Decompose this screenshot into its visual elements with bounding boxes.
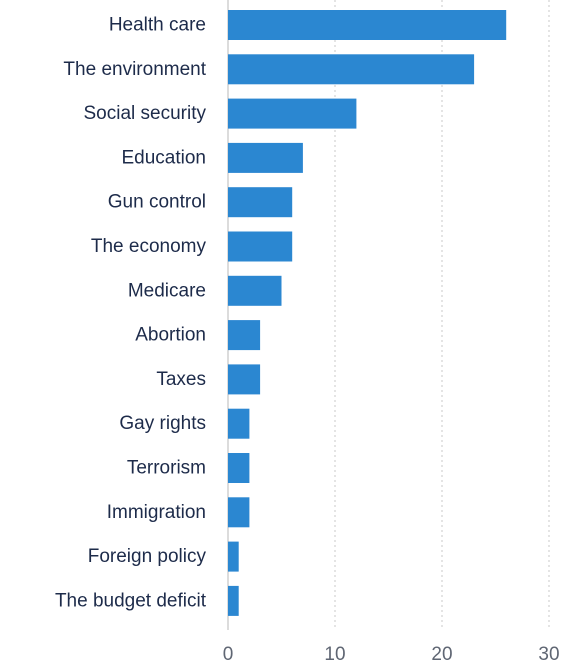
category-label-the-economy: The economy — [91, 236, 207, 257]
category-label-the-environment: The environment — [63, 59, 206, 80]
bar-education — [228, 142, 303, 173]
bar-medicare — [228, 275, 282, 306]
bar-the-environment — [228, 54, 475, 85]
bars — [228, 10, 507, 616]
bar-abortion — [228, 320, 261, 351]
category-label-terrorism: Terrorism — [127, 458, 206, 479]
category-label-foreign-policy: Foreign policy — [88, 546, 207, 567]
category-label-gun-control: Gun control — [108, 192, 206, 213]
category-label-the-budget-deficit: The budget deficit — [55, 590, 207, 611]
category-labels: Health care The environment Social securit… — [55, 15, 207, 612]
x-tick-label: 30 — [538, 644, 559, 664]
category-label-social-security: Social security — [84, 103, 207, 124]
bar-foreign-policy — [228, 541, 239, 572]
bar-social-security — [228, 98, 357, 129]
category-label-education: Education — [121, 147, 206, 168]
category-label-abortion: Abortion — [135, 325, 206, 346]
bar-health-care — [228, 10, 507, 40]
category-label-taxes: Taxes — [156, 369, 206, 390]
bar-gay-rights — [228, 408, 250, 439]
gridlines — [227, 0, 550, 630]
bar-immigration — [228, 497, 250, 528]
bar-taxes — [228, 364, 261, 395]
category-label-gay-rights: Gay rights — [119, 413, 206, 434]
x-tick-label: 0 — [223, 644, 234, 664]
category-label-health-care: Health care — [109, 15, 206, 36]
category-label-medicare: Medicare — [128, 280, 206, 301]
x-tick-label: 20 — [431, 644, 452, 664]
x-axis-ticks: 0 10 20 30 — [223, 644, 560, 664]
x-tick-label: 10 — [324, 644, 345, 664]
category-label-immigration: Immigration — [107, 502, 206, 523]
bar-the-economy — [228, 231, 293, 262]
bar-gun-control — [228, 187, 293, 218]
bar-the-budget-deficit — [228, 585, 239, 616]
bar-terrorism — [228, 453, 250, 483]
